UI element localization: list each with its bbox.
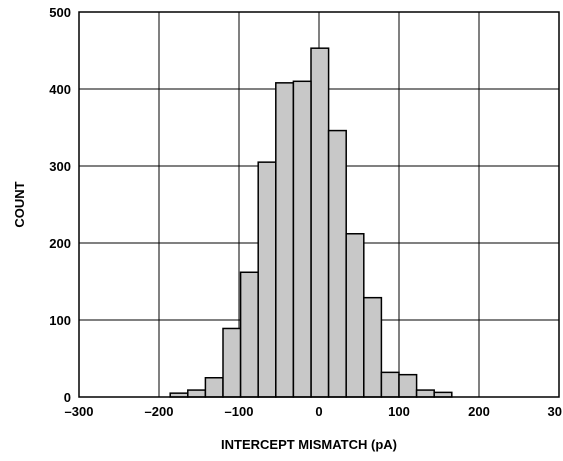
- y-tick-label: 100: [49, 313, 71, 328]
- histogram-bar: [257, 161, 277, 398]
- y-tick-label: 400: [49, 82, 71, 97]
- y-tick-label: 500: [49, 5, 71, 20]
- histogram-bar: [380, 371, 400, 398]
- histogram-bar: [327, 129, 347, 398]
- histogram-bar: [363, 296, 383, 398]
- histogram-bar: [187, 389, 207, 398]
- y-tick-label: 200: [49, 236, 71, 251]
- x-tick-label: –300: [65, 404, 94, 419]
- histogram-bar: [310, 47, 330, 398]
- y-axis-label: COUNT: [12, 181, 27, 227]
- y-tick-label: 0: [64, 390, 71, 405]
- histogram-bar: [292, 80, 312, 398]
- histogram-bar: [398, 373, 418, 398]
- histogram-bar: [239, 271, 259, 398]
- x-tick-label: 30: [548, 404, 562, 419]
- histogram-bar: [345, 233, 365, 398]
- x-tick-label: –100: [225, 404, 254, 419]
- x-tick-label: 200: [468, 404, 490, 419]
- plot-frame: [78, 11, 560, 398]
- histogram-bar: [204, 377, 224, 398]
- histogram-bar: [415, 389, 435, 398]
- x-tick-label: 0: [315, 404, 322, 419]
- histogram-bars: [169, 47, 453, 398]
- histogram-bar: [275, 82, 295, 398]
- y-tick-labels: 0 100 200 300 400 500: [49, 5, 71, 405]
- x-tick-labels: –300 –200 –100 0 100 200 30: [65, 404, 562, 419]
- x-axis-label: INTERCEPT MISMATCH (pA): [221, 437, 397, 452]
- histogram-bar: [222, 327, 242, 398]
- x-tick-label: 100: [388, 404, 410, 419]
- x-tick-label: –200: [145, 404, 174, 419]
- y-tick-label: 300: [49, 159, 71, 174]
